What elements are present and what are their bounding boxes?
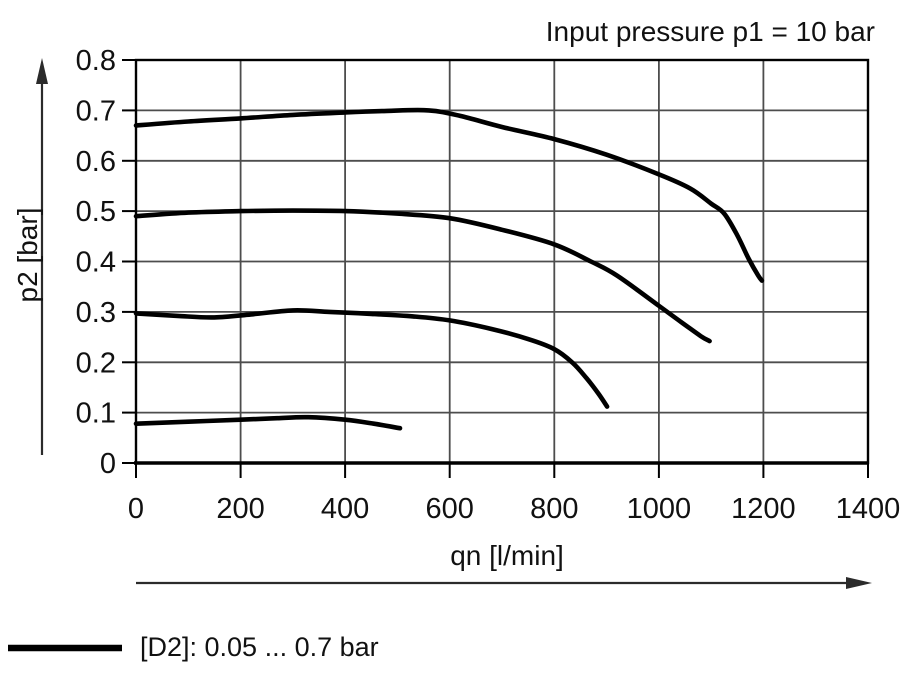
y-axis-label: p2 [bar] [12,207,43,303]
x-tick-label: 0 [128,493,144,525]
y-tick-label: 0.1 [76,398,116,430]
y-tick-label: 0.7 [76,95,116,127]
curve-1 [133,107,765,283]
y-axis-arrow-head-icon [36,58,48,84]
y-tick-label: 0.8 [76,45,116,77]
x-tick-label: 200 [216,493,264,525]
x-tick-label: 1200 [731,493,796,525]
y-tick-label: 0.2 [76,347,116,379]
y-tick-label: 0.6 [76,146,116,178]
chart-title: Input pressure p1 = 10 bar [545,16,875,47]
legend-label: [D2]: 0.05 ... 0.7 bar [140,632,379,662]
curve-4 [133,414,403,431]
x-tick-label: 400 [321,493,369,525]
x-axis-label: qn [l/min] [450,540,564,571]
x-tick-label: 800 [530,493,578,525]
curve-2 [133,208,712,344]
x-tick-label: 600 [426,493,474,525]
curve-3 [133,307,610,409]
y-tick-label: 0.5 [76,196,116,228]
y-tick-label: 0.4 [76,247,116,279]
x-axis-arrow-head-icon [846,577,872,589]
x-tick-label: 1400 [836,493,901,525]
x-tick-label: 1000 [627,493,692,525]
y-tick-label: 0 [100,448,116,480]
y-tick-label: 0.3 [76,297,116,329]
